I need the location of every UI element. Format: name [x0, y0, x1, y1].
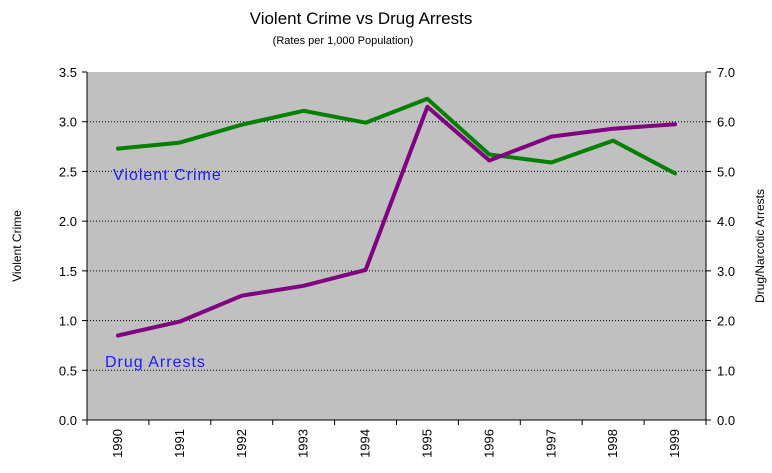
series-label-drug-arrests: Drug Arrests — [105, 354, 206, 371]
y2-tick-label: 4.0 — [717, 214, 735, 229]
y2-tick-label: 3.0 — [717, 264, 735, 279]
x-tick-label: 1998 — [605, 429, 620, 458]
y2-tick-label: 6.0 — [717, 115, 735, 130]
y2-tick-label: 5.0 — [717, 164, 735, 179]
y-tick-label: 0.5 — [59, 363, 77, 378]
series-label-violent-crime: Violent Crime — [113, 167, 222, 184]
x-tick-label: 1995 — [419, 429, 434, 458]
y-tick-label: 2.5 — [59, 164, 77, 179]
y-tick-label: 3.0 — [59, 115, 77, 130]
y2-tick-label: 2.0 — [717, 314, 735, 329]
x-tick-label: 1993 — [296, 429, 311, 458]
x-tick-label: 1992 — [234, 429, 249, 458]
x-tick-label: 1999 — [667, 429, 682, 458]
y2-tick-label: 0.0 — [717, 413, 735, 428]
x-tick-label: 1990 — [110, 429, 125, 458]
y-tick-label: 1.5 — [59, 264, 77, 279]
y2-axis-label: Drug/Narcotic Arrests — [753, 189, 767, 303]
y-axis-label: Violent Crime — [10, 210, 24, 282]
x-tick-label: 1996 — [481, 429, 496, 458]
chart-subtitle: (Rates per 1,000 Population) — [273, 35, 414, 47]
y2-tick-label: 1.0 — [717, 363, 735, 378]
x-tick-label: 1991 — [172, 429, 187, 458]
x-tick-label: 1997 — [543, 429, 558, 458]
y-tick-label: 1.0 — [59, 314, 77, 329]
y-tick-label: 2.0 — [59, 214, 77, 229]
y-tick-label: 3.5 — [59, 65, 77, 80]
y-tick-label: 0.0 — [59, 413, 77, 428]
y2-tick-label: 7.0 — [717, 65, 735, 80]
x-tick-label: 1994 — [358, 429, 373, 458]
chart-title: Violent Crime vs Drug Arrests — [250, 9, 473, 28]
